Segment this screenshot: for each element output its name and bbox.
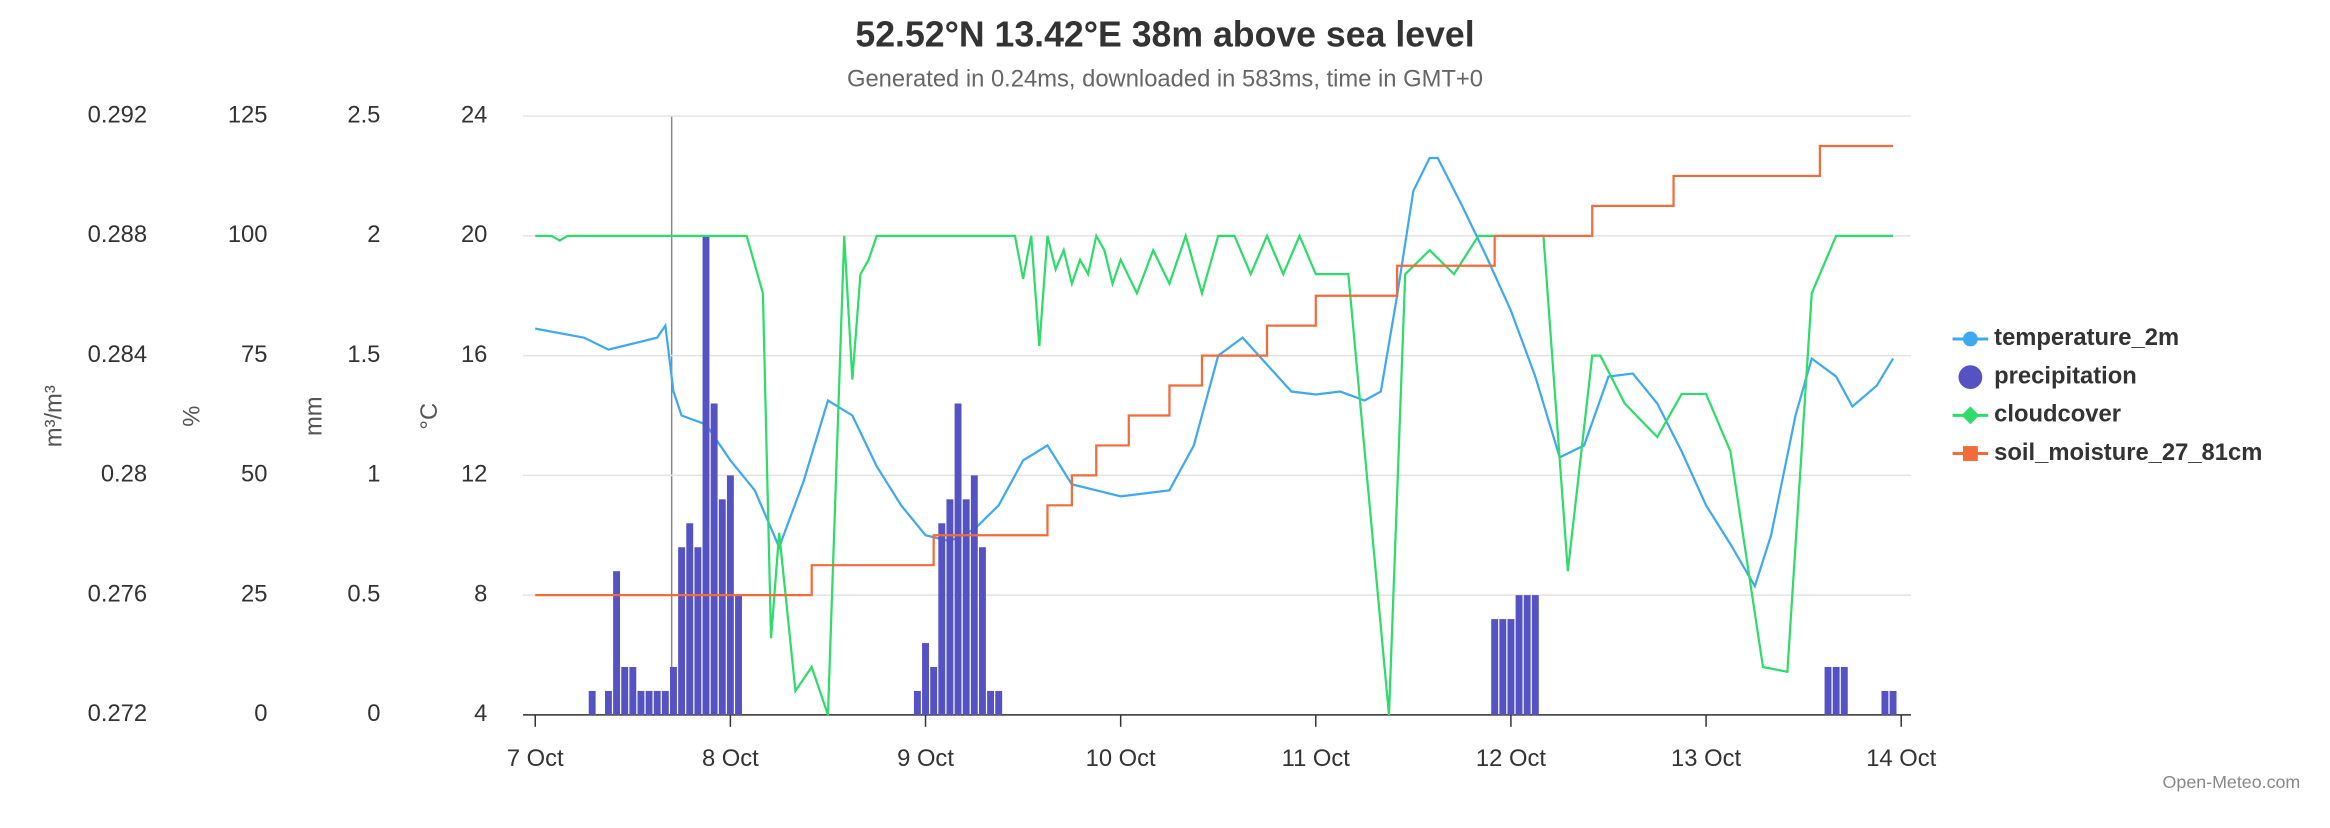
precipitation-bar [694, 547, 702, 715]
precipitation-bar [922, 643, 929, 715]
precipitation-bar [913, 690, 921, 715]
x-tick-label: 10 Oct [1086, 745, 1156, 772]
precipitation-bar [930, 667, 938, 715]
y-tick-label: 0.5 [347, 580, 380, 607]
precipitation-bar [1824, 667, 1832, 715]
precipitation-bar [946, 499, 954, 715]
y-tick-label: 12 [461, 461, 487, 488]
y-tick-label: 100 [228, 221, 268, 248]
y-tick-label: 0.276 [88, 580, 147, 607]
y-tick-label: 50 [241, 461, 267, 488]
y-tick-label: 75 [241, 341, 267, 368]
y-tick-label: 0.292 [88, 101, 147, 128]
y-tick-label: 24 [461, 101, 487, 128]
series-line [535, 232, 1894, 716]
y-tick-label: 0.284 [88, 341, 147, 368]
precipitation-bar [735, 595, 742, 715]
precipitation-bar [938, 523, 946, 715]
y-axis-title: °C [416, 403, 443, 430]
x-tick-label: 7 Oct [507, 745, 564, 772]
y-tick-label: 2.5 [347, 101, 380, 128]
precipitation-bar [604, 690, 612, 715]
x-tick-label: 12 Oct [1476, 745, 1546, 772]
precipitation-bar [588, 690, 596, 715]
precipitation-bar [678, 547, 686, 715]
y-tick-label: 8 [474, 580, 487, 607]
legend-label: temperature_2m [1994, 324, 2179, 351]
precipitation-bar [987, 690, 995, 715]
precipitation-bar [702, 235, 710, 715]
plot-area [535, 144, 1897, 716]
y-tick-label: 16 [461, 341, 487, 368]
legend-label: cloudcover [1994, 401, 2121, 428]
precipitation-bar [661, 690, 669, 715]
precipitation-bar [1491, 619, 1499, 715]
x-tick-label: 11 Oct [1282, 745, 1351, 772]
y-tick-label: 0.288 [88, 221, 147, 248]
precipitation-bar [995, 690, 1003, 715]
precipitation-bar [1507, 619, 1515, 715]
y-tick-label: 125 [228, 101, 268, 128]
y-tick-label: 20 [461, 221, 487, 248]
legend-marker [1962, 446, 1978, 461]
precipitation-bar [1523, 595, 1531, 715]
legend-label: precipitation [1994, 362, 2137, 389]
precipitation-bar [670, 667, 677, 715]
chart-title: 52.52°N 13.42°E 38m above sea level [855, 15, 1474, 55]
precipitation-bar [637, 690, 645, 715]
y-tick-label: 0 [367, 700, 380, 727]
x-tick-label: 9 Oct [897, 745, 954, 772]
precipitation-bar [954, 403, 962, 715]
legend-marker [1961, 406, 1980, 425]
x-tick-label: 14 Oct [1866, 745, 1936, 772]
y-tick-label: 25 [241, 580, 267, 607]
y-tick-label: 1 [367, 461, 380, 488]
series-line [535, 156, 1895, 589]
y-tick-label: 2 [367, 221, 380, 248]
precipitation-bar [621, 667, 629, 715]
legend-marker [1958, 365, 1983, 390]
series-line [535, 144, 1894, 597]
precipitation-bar [613, 571, 621, 715]
precipitation-bar [645, 690, 653, 715]
precipitation-bar [710, 403, 718, 715]
y-tick-label: 0 [254, 700, 267, 727]
chart-subtitle: Generated in 0.24ms, downloaded in 583ms… [847, 66, 1483, 93]
precipitation-bar [978, 547, 986, 715]
credit: Open-Meteo.com [2163, 772, 2301, 792]
y-tick-label: 0.272 [88, 700, 147, 727]
precipitation-bar [1531, 595, 1539, 715]
precipitation-bar [962, 499, 970, 715]
y-axis-title: mm [300, 396, 327, 436]
legend-marker [1962, 331, 1978, 347]
precipitation-bar [1881, 690, 1889, 715]
legend-label: soil_moisture_27_81cm [1994, 439, 2262, 466]
x-tick-label: 13 Oct [1671, 745, 1741, 772]
y-tick-label: 1.5 [347, 341, 380, 368]
precipitation-bar [1499, 619, 1507, 715]
precipitation-bar [1515, 595, 1523, 715]
precipitation-bar [1840, 667, 1848, 715]
y-tick-label: 4 [474, 700, 487, 727]
precipitation-bar [1832, 667, 1840, 715]
precipitation-bar [718, 499, 726, 715]
precipitation-bar [1889, 690, 1897, 715]
y-tick-label: 0.28 [101, 461, 147, 488]
precipitation-bar [629, 667, 637, 715]
precipitation-bar [653, 690, 661, 715]
x-tick-label: 8 Oct [702, 745, 759, 772]
y-axis-title: m³/m³ [40, 385, 67, 447]
precipitation-bar [970, 475, 978, 715]
y-axis-title: % [178, 406, 205, 427]
precipitation-bar [686, 523, 694, 715]
